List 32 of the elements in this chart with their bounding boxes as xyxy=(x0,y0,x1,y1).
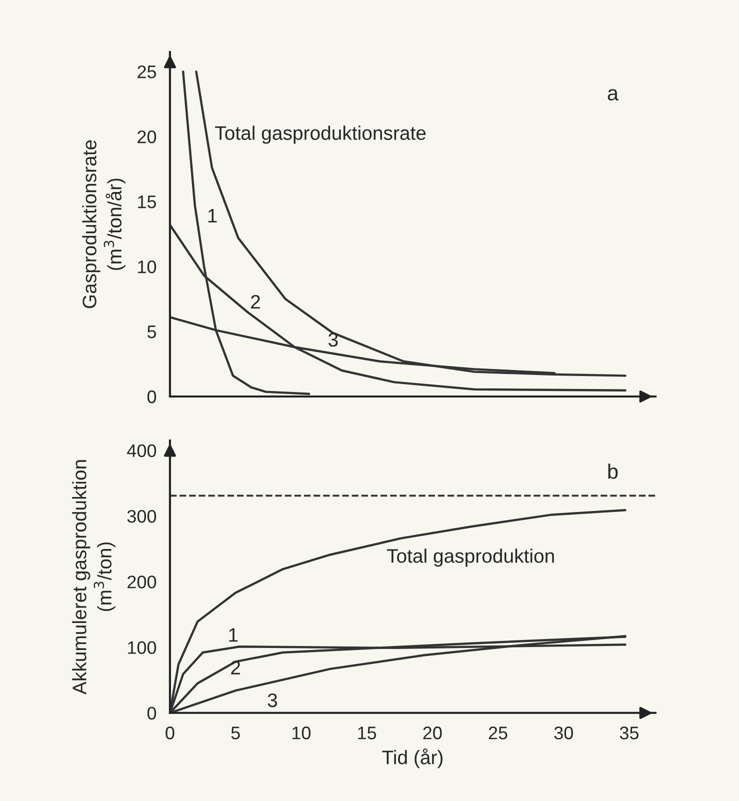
series-label: 2 xyxy=(231,660,240,674)
y-tick-label: 0 xyxy=(147,390,156,404)
series-label: 2 xyxy=(251,294,260,309)
y-tick-label: 100 xyxy=(128,641,156,654)
x-tick-label: 0 xyxy=(166,726,174,740)
y-tick-label: 20 xyxy=(138,130,156,144)
y-tick-label: 5 xyxy=(147,326,156,338)
x-tick-label: 30 xyxy=(554,726,573,740)
x-tick-label: 15 xyxy=(358,726,376,740)
series-label: 1 xyxy=(229,628,238,642)
y-tick-label: 25 xyxy=(138,65,156,78)
series-label: 1 xyxy=(208,209,217,222)
x-axis-title: Tid (år) xyxy=(382,748,442,768)
y-tick-label: 0 xyxy=(147,706,156,720)
annotation: b xyxy=(608,464,618,479)
series-label: 3 xyxy=(268,693,278,708)
annotation: a xyxy=(608,89,619,100)
series-label: Total gasproduktionsrate xyxy=(215,126,426,144)
y-tick-label: 10 xyxy=(138,260,156,274)
y-tick-label: 15 xyxy=(138,196,156,208)
y-axis-title: Gasproduktionsrate (m$^{3}$/ton/år) xyxy=(82,140,126,308)
y-axis-title: Akkumuleret gasproduktion (m$^{3}$/ton) xyxy=(72,460,116,694)
x-tick-label: 35 xyxy=(620,726,639,740)
series-label: 3 xyxy=(328,332,338,347)
y-tick-label: 200 xyxy=(128,576,156,588)
series-label: Total gasproduktion xyxy=(386,548,554,567)
y-tick-label: 400 xyxy=(127,444,156,458)
x-tick-label: 10 xyxy=(292,726,311,740)
y-tick-label: 300 xyxy=(127,510,156,523)
x-tick-label: 5 xyxy=(231,726,240,740)
x-tick-label: 20 xyxy=(423,726,442,740)
x-tick-label: 25 xyxy=(488,726,508,740)
